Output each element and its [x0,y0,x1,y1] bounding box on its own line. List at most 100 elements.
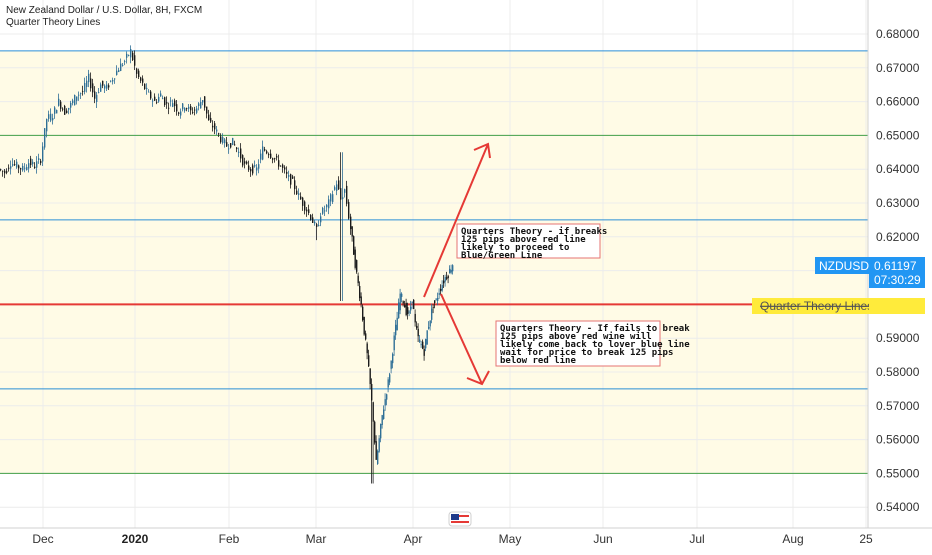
candle-body [371,384,373,401]
candle-body [402,301,404,304]
candle-body [68,107,70,110]
candle-body [82,91,84,93]
price-tick-label: 0.68000 [876,27,920,41]
candle-body [254,165,256,167]
candle-body [419,339,421,342]
candle-body [112,80,114,82]
note-breaks-line-3: Blue/Green Line [461,250,543,261]
candle-body [276,156,278,158]
candle-body [248,165,250,170]
candle-body [162,98,164,100]
candle-body [146,87,148,90]
price-axis[interactable]: 0.68000 0.67000 0.66000 0.65000 0.64000 0.630… [876,27,920,514]
candle-body [244,161,246,164]
candle-body [214,123,216,130]
quarter-theory-lines [0,50,868,474]
candle-body [88,73,90,83]
time-tick-label: May [499,532,522,546]
candle-body [452,265,454,272]
price-tick-label: 0.54000 [876,500,920,514]
quarter-line-badge[interactable]: Quarter Theory Lines [752,298,925,314]
candle-body [84,83,86,92]
indicator-label[interactable]: Quarter Theory Lines [6,17,100,28]
candle-body [150,91,152,99]
candle-body [242,155,244,166]
candle-body [192,112,194,113]
candle-body [308,209,310,214]
candle-body [174,100,176,107]
candle-body [414,313,416,323]
candle-body [386,394,388,400]
candle-body [380,424,382,439]
candle-body [152,100,154,102]
candle-body [52,118,54,121]
candle-body [240,148,242,159]
current-price: 0.61197 [874,259,917,273]
candle-body [441,285,443,291]
candle-body [366,343,368,354]
candle-body [90,78,92,89]
candle-body [302,197,304,206]
time-tick-label: 25 [859,532,873,546]
candle-body [320,216,322,223]
candle-body [10,166,12,169]
candle-body [98,92,100,93]
candle-body [144,83,146,90]
candle-body [318,225,320,227]
candle-body [78,94,80,96]
candle-body [332,194,334,202]
candle-body [208,114,210,121]
note-breaks-box[interactable]: Quarters Theory - if breaks 125 pips abo… [456,223,607,261]
candle-body [375,441,377,460]
candle-body [378,438,380,452]
candle-body [24,167,26,169]
symbol-price-badge[interactable]: NZDUSD 0.61197 07:30:29 [815,257,925,288]
candle-body [224,139,226,144]
candle-body [166,102,168,104]
up-arrow-head [473,142,491,159]
candle-body [365,333,367,340]
candle-body [160,93,162,97]
candle-body [444,277,446,282]
candle-body [142,78,144,83]
candle-body [296,190,298,195]
candle-body [168,107,170,109]
candle-body [202,100,204,103]
candle-body [300,196,302,200]
candle-body [108,85,110,88]
candle-body [138,70,140,78]
down-arrow-head [466,370,490,386]
candle-body [357,275,359,284]
candle-body [106,84,108,89]
time-tick-label: Feb [219,532,240,546]
candle-body [34,166,36,169]
candle-body [395,324,397,336]
projection-arrows [423,142,491,386]
candle-body [54,107,56,114]
candle-body [136,68,138,74]
candle-body [348,201,350,219]
price-tick-label: 0.59000 [876,331,920,345]
candle-body [381,415,383,425]
candle-body [172,103,174,107]
candle-body [40,160,42,164]
note-fails-box[interactable]: Quarters Theory - If fails to break 125 … [495,320,690,367]
candle-body [274,158,276,160]
candle-body [362,306,364,321]
time-tick-label: Aug [782,532,803,546]
candle-body [401,293,403,297]
candle-body [420,344,422,346]
us-flag-icon[interactable] [448,511,472,527]
symbol-badge-label: NZDUSD [819,259,869,273]
time-tick-label: Apr [404,532,423,546]
candle-body [118,70,120,72]
candle-body [360,296,362,305]
candle-body [178,112,180,114]
candle-body [413,299,415,310]
candle-body [294,180,296,190]
candle-body [132,52,134,61]
time-axis[interactable]: Dec 2020 Feb Mar Apr May Jun Jul Aug 25 [32,532,873,546]
candle-body [42,146,44,162]
